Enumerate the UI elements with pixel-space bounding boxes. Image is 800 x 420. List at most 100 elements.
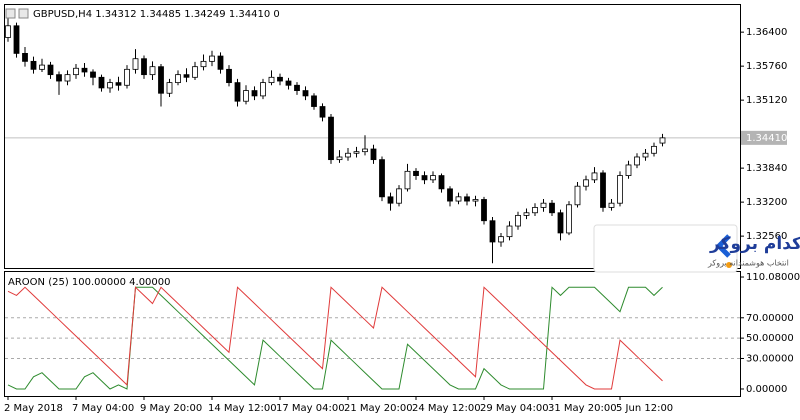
x-tick-label: 29 May 04:00 [480,403,549,414]
x-tick-label: 2 May 2018 [4,403,63,414]
candle-body [192,66,198,78]
candle-body [209,55,215,62]
candle-body [600,172,606,208]
candle-body [421,175,428,181]
candle-body [608,202,615,208]
x-tick-label: 17 May 04:00 [276,403,345,414]
candle-body [549,202,555,214]
y-tick-label: 30.00000 [746,353,794,364]
candle-body [489,220,496,243]
aroon-line [7,286,663,390]
candle-body [183,74,190,78]
candle-body [370,148,377,161]
candle-body [175,74,181,84]
candle-body [583,179,589,187]
menu-icon[interactable] [18,8,29,19]
indicator-title: AROON (25) 100.00000 4.00000 [8,277,171,288]
watermark-dot [726,262,732,268]
candle-body [302,90,309,97]
y-tick-label: 70.00000 [746,313,794,324]
candle-body [515,215,521,227]
x-tick-label: 9 May 20:00 [140,403,202,414]
candle-body [566,204,572,234]
y-tick-label: 1.35760 [746,61,787,72]
watermark-title: کدام بروکر [709,234,800,254]
candle-body [464,196,470,202]
menu-icon[interactable] [5,8,16,19]
y-tick-label: 1.33840 [746,163,787,174]
candle-body [73,67,79,76]
plot: 1.36400 1.35760 1.35120 1.33840 1.33200 1.325… [4,4,800,414]
candle-body [115,82,122,86]
candle-body [404,170,411,190]
candle-body [107,82,113,89]
watermark-box [593,224,738,273]
candle-body [226,68,232,84]
candle-body [5,25,11,38]
candle-body [166,82,173,94]
watermark: کدام بروکر انتخاب هوشمندانه بروکر [593,224,800,273]
candle-body [438,175,445,190]
candle-body [98,76,105,89]
x-tick-label: 21 May 20:00 [344,403,413,414]
aroon-line [7,286,663,390]
y-tick-label: 1.33200 [746,197,787,208]
candle-body [328,116,334,161]
candle-body [47,64,54,76]
candle-body [651,145,657,154]
y-tick-label: 1.36400 [746,27,787,38]
candle-body [642,152,649,158]
candle-body [141,58,147,76]
candle-body [64,74,71,82]
candle-body [498,236,504,243]
y-tick-label: 0.00000 [746,384,787,395]
candle-body [234,82,241,102]
watermark-logo [716,234,731,258]
candle-body [319,106,326,118]
candle-body [617,175,623,204]
candle-body [277,76,283,82]
candle-body [523,212,530,216]
candle-body [132,58,139,70]
candle-body [430,175,436,181]
candle-body [455,196,462,202]
candle-body [336,156,343,161]
candle-body [158,66,164,94]
candle-body [81,67,88,73]
candle-body [574,185,581,206]
candle-body [472,199,479,202]
candle-body [379,159,385,198]
candle-body [251,90,258,97]
candle-body [625,164,632,176]
x-tick-label: 5 Jun 12:00 [616,403,673,414]
candle-body [124,68,130,86]
x-tick-label: 14 May 12:00 [208,403,277,414]
y-tick-label: 1.32560 [746,231,787,242]
candle-body [56,74,62,82]
candle-body [90,71,96,78]
candle-body [30,60,37,70]
candle-body [532,207,538,214]
candle-body [285,80,292,86]
candle-body [149,66,156,76]
y-tick-label: 50.00000 [746,333,794,344]
x-tick-label: 24 May 12:00 [412,403,481,414]
candle-body [557,212,564,234]
candle-body [345,152,351,158]
candle-body [481,199,487,222]
candle-body [294,84,300,91]
candle-body [243,90,249,102]
price-label: 1.34410 [746,133,787,144]
price-label-box [741,130,787,145]
candle-body [387,196,394,204]
candle-body [260,82,266,97]
candle-body [217,55,224,70]
x-tick-label: 7 May 04:00 [72,403,134,414]
y-tick-label: 110.08000 [746,272,800,283]
candle-body [447,188,453,202]
candle-body [362,148,368,153]
candle-body [634,156,640,166]
y-tick-label: 1.35120 [746,95,787,106]
candle-body [311,95,317,107]
